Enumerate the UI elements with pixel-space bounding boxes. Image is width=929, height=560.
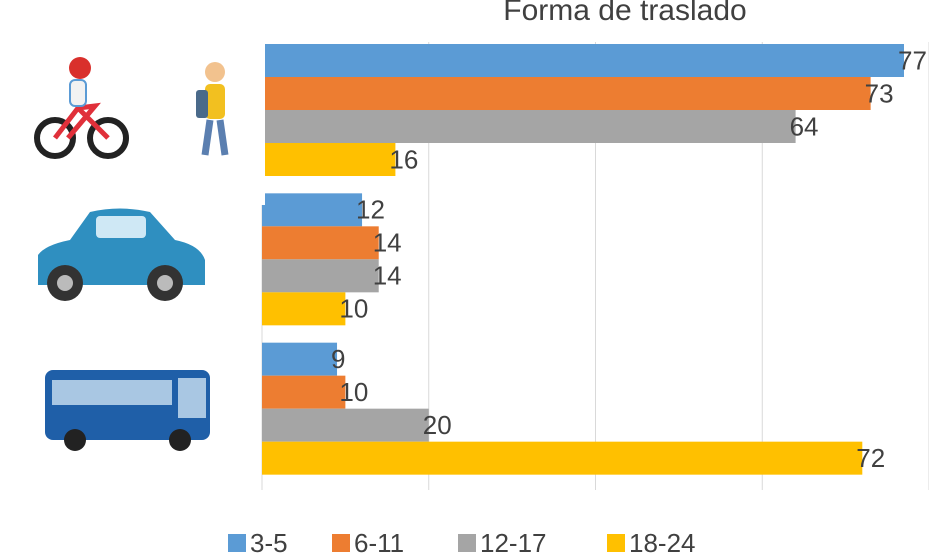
bar — [262, 226, 379, 259]
bar — [262, 292, 345, 325]
bar — [262, 409, 429, 442]
legend-swatch — [458, 534, 476, 552]
bar — [262, 259, 379, 292]
bar — [262, 44, 904, 77]
data-label: 16 — [389, 144, 418, 174]
icon-bus — [38, 360, 220, 462]
data-label: 14 — [373, 261, 402, 291]
data-label: 12 — [356, 195, 385, 225]
bar — [262, 442, 862, 475]
data-label: 10 — [339, 294, 368, 324]
data-label: 9 — [331, 344, 345, 374]
chart-title: Forma de traslado — [503, 0, 746, 27]
bar — [262, 77, 871, 110]
data-label: 10 — [339, 377, 368, 407]
legend-label: 12-17 — [480, 528, 547, 558]
legend-swatch — [332, 534, 350, 552]
legend-swatch — [228, 534, 246, 552]
data-label: 14 — [373, 228, 402, 258]
legend-swatch — [607, 534, 625, 552]
data-label: 77 — [898, 45, 927, 75]
bar — [262, 143, 395, 176]
bar — [262, 110, 796, 143]
icon-walk-bike — [5, 5, 265, 205]
chart: Forma de traslado 7773641612141410910207… — [0, 0, 929, 560]
legend-label: 3-5 — [250, 528, 288, 558]
legend-label: 6-11 — [354, 528, 404, 558]
icon-car — [8, 205, 242, 345]
data-label: 64 — [790, 111, 819, 141]
data-label: 20 — [423, 410, 452, 440]
data-label: 72 — [856, 443, 885, 473]
bar — [262, 376, 345, 409]
legend-label: 18-24 — [629, 528, 696, 558]
bar — [262, 193, 362, 226]
data-label: 73 — [865, 78, 894, 108]
bar — [262, 343, 337, 376]
